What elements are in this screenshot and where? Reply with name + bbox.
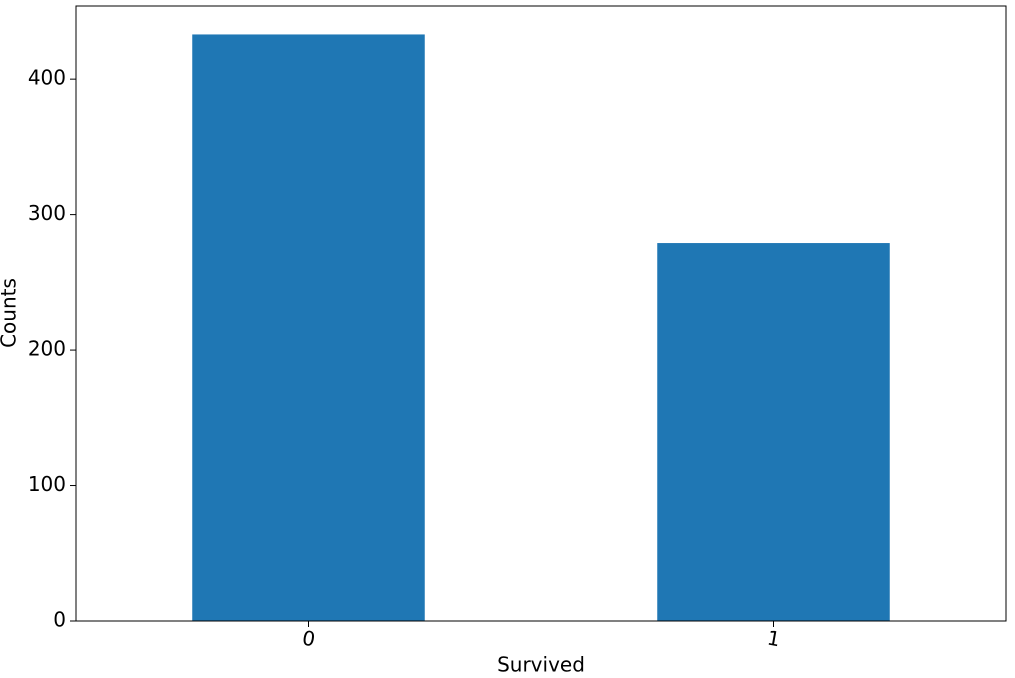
x-tick-label: 1 [765,626,782,652]
bar [657,243,890,621]
y-tick-label: 400 [28,66,66,90]
y-tick-label: 200 [28,337,66,361]
x-tick-label: 0 [300,626,317,652]
bar [192,34,425,621]
y-tick-label: 0 [53,608,66,632]
y-tick-label: 300 [28,201,66,225]
plot-frame [75,5,1007,622]
y-tick-label: 100 [28,472,66,496]
y-axis-label: Counts [0,278,21,348]
x-axis-label: Survived [497,653,585,677]
